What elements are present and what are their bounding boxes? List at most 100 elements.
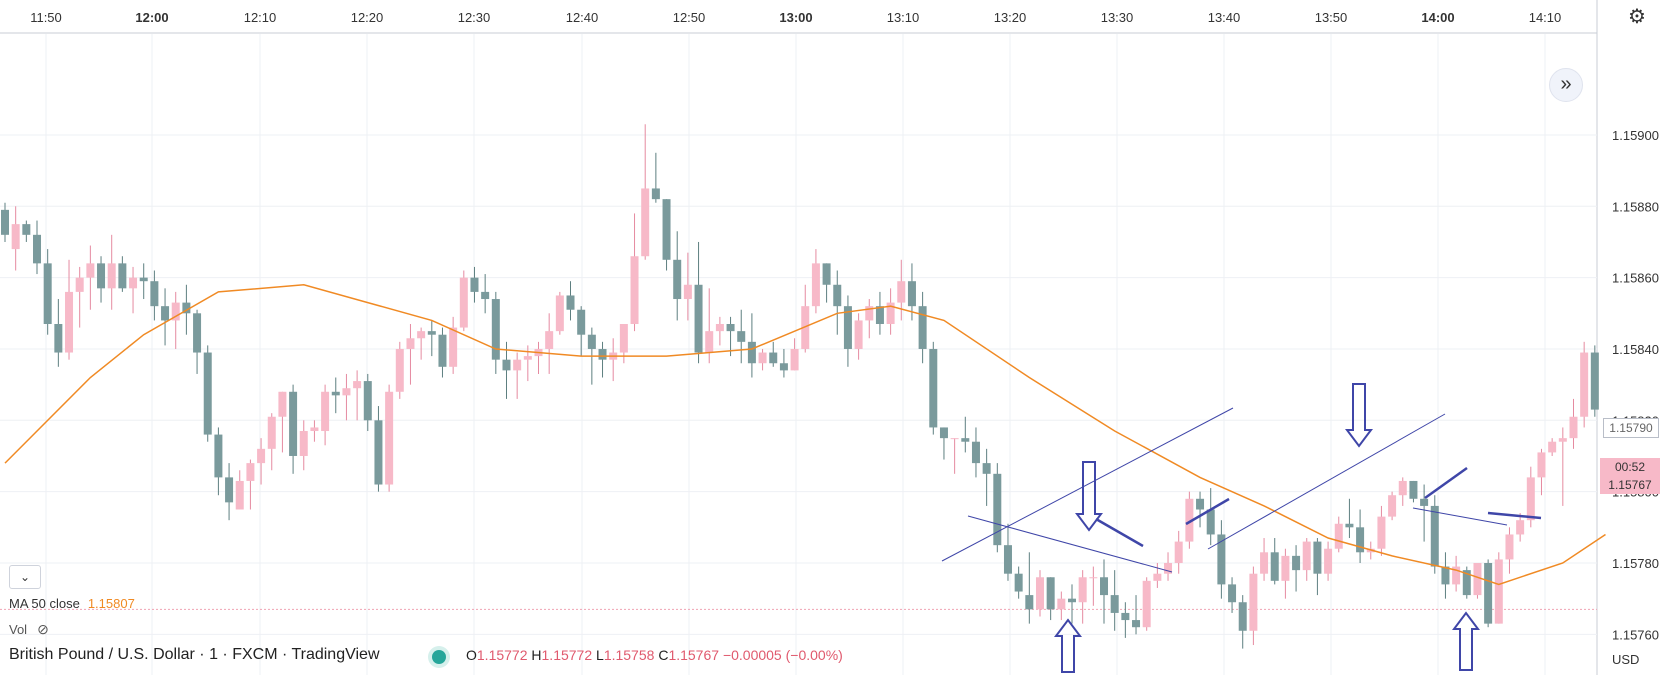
candle-body [865,306,874,321]
candle-body [182,302,191,314]
x-tick-label: 13:30 [1101,10,1134,25]
candle-body [1548,441,1557,453]
candle-body [1249,573,1258,631]
candle-body [545,331,554,349]
candle-body [1398,480,1407,496]
candle-body [1270,552,1279,581]
candle-body [1025,595,1034,610]
candle-body [299,431,308,456]
currency-selector[interactable]: USD [1612,652,1640,667]
ohlc-low: 1.15758 [603,647,655,663]
candle-body [1452,566,1461,585]
market-status-dot[interactable] [432,650,446,664]
candle-body [353,381,362,389]
candle-body [1260,552,1269,574]
candle-body [1292,555,1301,571]
candle-body [1558,438,1567,442]
settings-gear-icon[interactable]: ⚙ [1628,6,1646,28]
y-tick-label: 1.15880 [1612,199,1659,214]
ma-50-line [4,284,1606,586]
legend-ma-value: 1.15807 [87,596,135,611]
candle-body [225,477,234,503]
candle-body [705,331,714,353]
candle-body [1206,509,1215,535]
candle-body [513,359,522,371]
legend-ma-label: MA 50 close [9,596,80,611]
y-tick-label: 1.15840 [1612,342,1659,357]
candle-body [1132,620,1141,628]
candle-body [97,263,106,289]
candle-body [843,306,852,349]
candle-body [118,263,127,289]
candle-body [715,324,724,332]
candle-body [1046,577,1055,610]
candle-body [694,284,703,353]
y-tick-label: 1.15760 [1612,627,1659,642]
scroll-to-realtime-button[interactable]: » [1549,68,1583,102]
annotation-stroke [1095,517,1144,548]
candle-body [971,441,980,464]
x-tick-label: 14:00 [1421,10,1454,25]
candle-body [1110,595,1119,613]
x-tick-label: 12:30 [458,10,491,25]
candle-body [374,420,383,485]
candle-body [481,291,490,300]
y-tick-label: 1.15780 [1612,556,1659,571]
candle-body [630,256,639,325]
candle-body [459,277,468,328]
candle-body [929,348,938,428]
candle-body [651,188,660,200]
y-tick-label: 1.15900 [1612,128,1659,143]
last-price-label: 1.15767 [1608,478,1652,492]
hide-eye-icon[interactable]: ⊘ [37,621,49,637]
candle-body [1057,598,1066,610]
candle-body [790,348,799,371]
x-tick-label: 12:00 [135,10,168,25]
candle-body [822,263,831,285]
candle-body [193,313,202,353]
candle-body [1526,477,1535,521]
x-tick-label: 12:50 [673,10,706,25]
candle-body [54,324,63,353]
last-price-badge: 00:52 1.15767 [1600,458,1660,494]
candle-body [1089,577,1098,579]
trendline [941,407,1234,562]
candle-body [566,295,575,310]
candle-body [993,473,1002,546]
annotation-stroke [1487,511,1542,520]
x-tick-label: 13:50 [1315,10,1348,25]
annotation-arrow-down [1345,383,1373,448]
candle-body [854,320,863,349]
candle-body [129,277,138,289]
annotation-arrow-down [1075,461,1103,532]
candle-body [907,281,916,307]
candle-body [833,284,842,307]
annotations [941,383,1542,673]
candle-body [982,463,991,474]
crosshair-price-badge: 1.15790 [1603,418,1659,438]
candle-body [438,334,447,367]
candle-body [406,338,415,349]
candle-body [726,324,735,332]
candle-body [1196,498,1205,510]
candle-body [214,434,223,478]
candle-body [619,324,628,353]
candle-body [1420,498,1429,506]
candle-body [417,331,426,339]
symbol-title[interactable]: British Pound / U.S. Dollar · 1 · FXCM ·… [9,646,380,663]
candle-body [886,302,895,325]
collapse-legend-chevron-icon[interactable]: ⌄ [9,565,41,589]
x-tick-label: 13:40 [1208,10,1241,25]
candle-body [779,363,788,371]
trendline [1412,507,1508,526]
candle-body [22,224,31,235]
candle-body [310,427,319,432]
candle-body [1035,577,1044,610]
candle-body [1,209,9,235]
countdown-label: 00:52 [1614,460,1646,474]
candle-body [1068,598,1076,603]
annotation-stroke [1424,466,1468,500]
candle-body [321,391,330,432]
candle-body [331,391,340,396]
